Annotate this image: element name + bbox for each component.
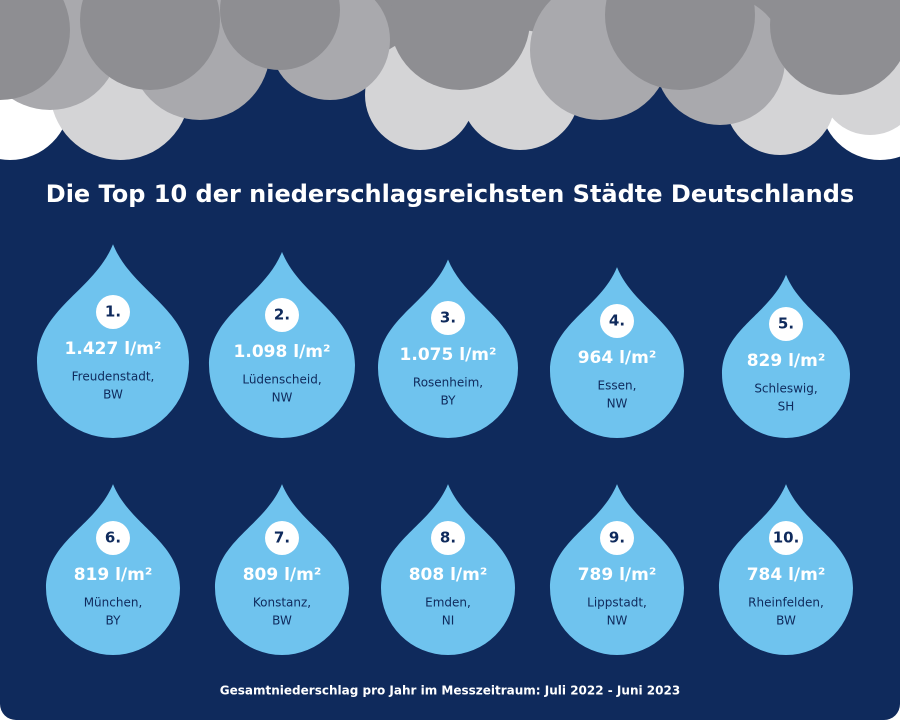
amount: 784 l/m² — [747, 565, 826, 585]
amount: 808 l/m² — [409, 565, 488, 585]
drop — [550, 267, 684, 438]
region: NI — [442, 614, 455, 628]
drop — [722, 274, 850, 438]
drop — [550, 484, 684, 655]
rank-badge — [769, 307, 803, 341]
city: Freudenstadt, — [72, 370, 155, 384]
amount: 1.427 l/m² — [65, 339, 162, 359]
rank: 1. — [105, 303, 121, 321]
drop — [719, 484, 853, 655]
rank-badge — [265, 521, 299, 555]
drop — [381, 484, 515, 655]
city: Lippstadt, — [587, 596, 647, 610]
region: NW — [607, 614, 628, 628]
rank: 7. — [274, 529, 290, 547]
city: Konstanz, — [253, 596, 311, 610]
city: Schleswig, — [754, 382, 817, 396]
rank-badge — [600, 521, 634, 555]
clouds — [0, 0, 900, 160]
city: Lüdenscheid, — [242, 373, 321, 387]
drop — [37, 244, 189, 438]
region: BY — [441, 394, 457, 408]
city: München, — [84, 596, 143, 610]
amount: 964 l/m² — [578, 348, 657, 368]
amount: 829 l/m² — [747, 351, 826, 371]
amount: 1.075 l/m² — [400, 345, 497, 365]
rank-badge — [431, 521, 465, 555]
rank-badge — [431, 301, 465, 335]
rank-badge — [600, 304, 634, 338]
amount: 1.098 l/m² — [234, 342, 331, 362]
rank: 6. — [105, 529, 121, 547]
city: Emden, — [425, 596, 471, 610]
city: Rosenheim, — [413, 376, 483, 390]
region: SH — [778, 400, 795, 414]
amount: 789 l/m² — [578, 565, 657, 585]
rank-badge — [769, 521, 803, 555]
footnote: Gesamtniederschlag pro Jahr im Messzeitr… — [220, 684, 680, 698]
title: Die Top 10 der niederschlagsreichsten St… — [46, 180, 854, 208]
city: Rheinfelden, — [748, 596, 824, 610]
rank-badge — [96, 521, 130, 555]
rank: 3. — [440, 309, 456, 327]
drop — [209, 251, 355, 438]
rank: 4. — [609, 312, 625, 330]
region: BW — [272, 614, 292, 628]
drop — [215, 484, 349, 655]
region: NW — [272, 391, 293, 405]
region: BY — [106, 614, 122, 628]
rank: 10. — [773, 529, 800, 547]
amount: 819 l/m² — [74, 565, 153, 585]
region: BW — [776, 614, 796, 628]
amount: 809 l/m² — [243, 565, 322, 585]
rank: 5. — [778, 315, 794, 333]
city: Essen, — [598, 379, 637, 393]
drop — [378, 259, 518, 438]
rank: 8. — [440, 529, 456, 547]
rank-badge — [96, 295, 130, 329]
rank-badge — [265, 298, 299, 332]
drop — [46, 484, 180, 655]
rank: 9. — [609, 529, 625, 547]
region: NW — [607, 397, 628, 411]
region: BW — [103, 388, 123, 402]
rank: 2. — [274, 306, 290, 324]
